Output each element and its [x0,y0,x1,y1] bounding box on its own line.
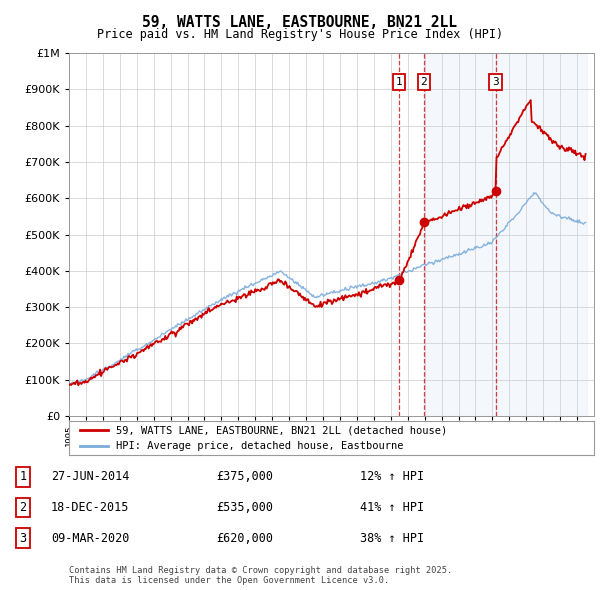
Text: 1: 1 [19,470,26,483]
Text: 59, WATTS LANE, EASTBOURNE, BN21 2LL: 59, WATTS LANE, EASTBOURNE, BN21 2LL [143,15,458,30]
Text: 3: 3 [492,77,499,87]
Text: 2: 2 [19,501,26,514]
Text: £620,000: £620,000 [216,532,273,545]
Text: 38% ↑ HPI: 38% ↑ HPI [360,532,424,545]
Bar [424,53,496,416]
Text: 12% ↑ HPI: 12% ↑ HPI [360,470,424,483]
Text: 27-JUN-2014: 27-JUN-2014 [51,470,130,483]
Text: 3: 3 [19,532,26,545]
Text: 09-MAR-2020: 09-MAR-2020 [51,532,130,545]
Bar [496,53,587,416]
Text: £375,000: £375,000 [216,470,273,483]
Text: £535,000: £535,000 [216,501,273,514]
Text: 1: 1 [395,77,403,87]
Text: 2: 2 [421,77,427,87]
Text: 59, WATTS LANE, EASTBOURNE, BN21 2LL (detached house): 59, WATTS LANE, EASTBOURNE, BN21 2LL (de… [116,425,448,435]
Text: HPI: Average price, detached house, Eastbourne: HPI: Average price, detached house, East… [116,441,404,451]
Text: 18-DEC-2015: 18-DEC-2015 [51,501,130,514]
Text: 41% ↑ HPI: 41% ↑ HPI [360,501,424,514]
Text: Price paid vs. HM Land Registry's House Price Index (HPI): Price paid vs. HM Land Registry's House … [97,28,503,41]
Text: Contains HM Land Registry data © Crown copyright and database right 2025.
This d: Contains HM Land Registry data © Crown c… [69,566,452,585]
